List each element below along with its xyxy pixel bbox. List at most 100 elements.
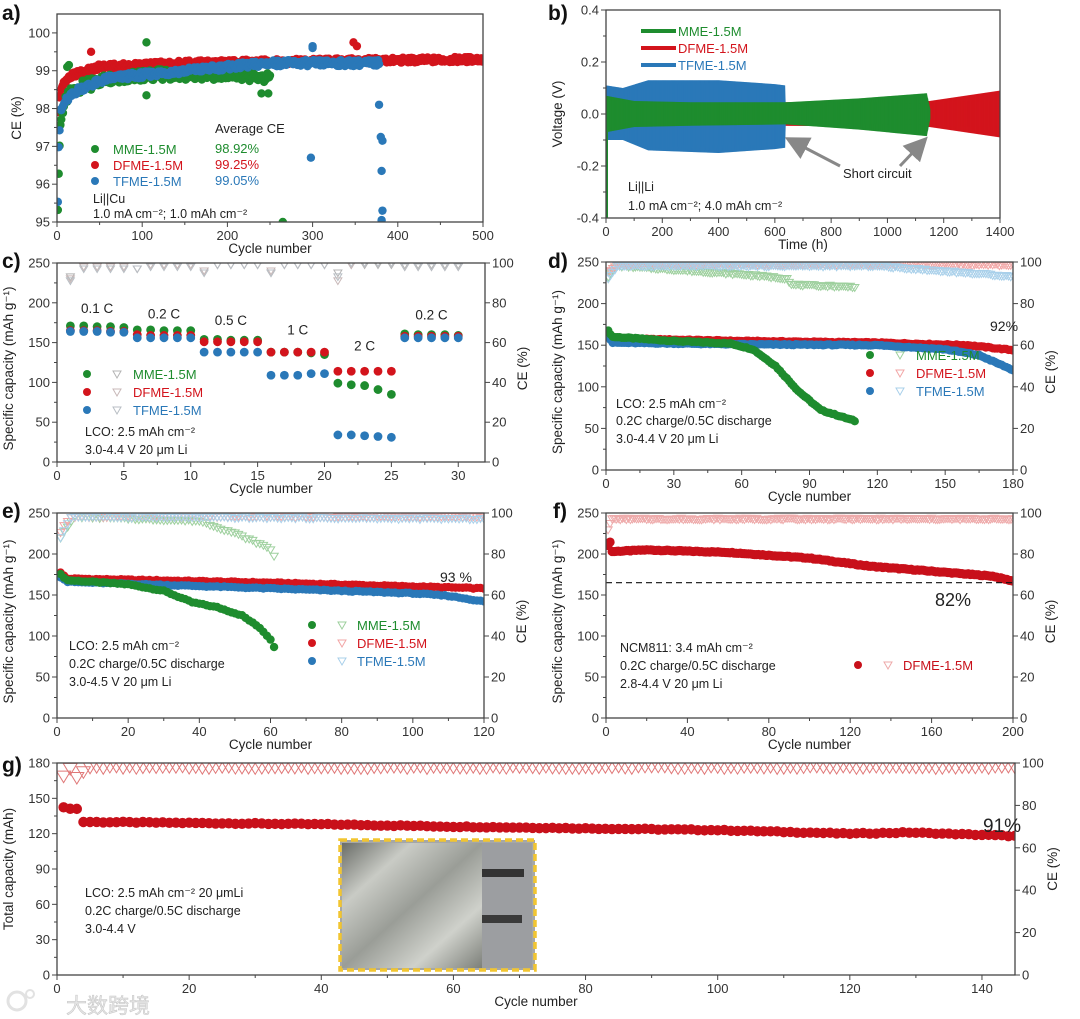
x-tick-label: 120 [839,981,861,996]
average-ce-value: 99.25% [215,157,260,172]
ce-point [201,763,217,776]
legend-label: TFME-1.5M [916,384,985,399]
legend-circle-icon [91,161,99,169]
ce-point [797,282,808,291]
y-tick-label: 150 [577,588,599,603]
average-ce-value: 99.05% [215,173,260,188]
data-point-outlier [306,153,316,162]
x-tick-label: 5 [120,468,127,483]
ce-point [68,772,85,786]
panel-label: f) [553,500,567,523]
data-point [253,337,263,347]
ce-point [286,514,297,523]
ce-series-dfme-1.5m [57,763,1015,786]
ce-point [824,262,835,272]
ce-point [92,265,103,274]
ce-point [664,763,679,775]
rate-label: 1 C [287,323,308,338]
x-tick-label: 400 [708,224,730,239]
legend-b: MME-1.5M DFME-1.5M TFME-1.5M [641,24,748,73]
ce-point [272,514,283,524]
panel-label: e) [2,500,21,523]
data-point [226,337,236,347]
legend-circle-icon [83,406,91,414]
data-point-outlier [264,89,273,98]
data-point [57,169,63,178]
x-tick-label: 0 [53,228,60,243]
x-axis-label: Cycle number [768,737,852,752]
panel-c: 0 5 10 15 20 25 30 0 50 100 150 200 250 0 20 40 60 80 100 C… [1,250,530,496]
ce-point [320,263,329,270]
ce-point [347,263,356,270]
ce-point [307,263,316,270]
ce-point [983,516,994,525]
condition-note: NCM811: 3.4 mAh cm⁻² [620,641,753,655]
ce-point [584,763,600,776]
data-point [293,347,303,357]
y-axis-label: Total capacity (mAh) [1,808,16,930]
x-tick-label: 1400 [986,224,1015,239]
ce-point [856,262,867,272]
ce-point [1005,515,1013,525]
x-tick-label: 30 [667,476,681,491]
y2-tick-label: 20 [492,415,506,430]
y2-tick-label: 100 [492,256,514,271]
ce-point [875,763,891,775]
ce-point [105,263,116,272]
ce-point [867,263,878,272]
ce-point [961,763,976,775]
data-point [1008,366,1013,375]
ce-point [258,541,269,551]
y-tick-label: 250 [28,256,50,271]
ce-point [118,263,129,272]
ce-point [752,272,763,281]
ce-point [413,763,427,774]
y-tick-label: -0.2 [577,159,599,174]
x-tick-label: 100 [707,981,729,996]
y-tick-label: 0 [43,711,50,726]
x-tick-label: 20 [121,724,135,739]
ce-point [815,282,826,292]
y-tick-label: 0.4 [581,3,599,18]
data-point [119,327,129,337]
ce-point [869,763,883,774]
y-axis-label: Specific capacity (mAh g⁻¹) [550,540,565,704]
ce-point [784,278,795,288]
series-tfme-1.5m [57,41,387,222]
ce-point [155,513,166,522]
y2-tick-label: 20 [1022,925,1036,940]
legend-circle-icon [91,145,99,153]
ce-point [750,262,761,271]
data-point [306,347,316,357]
ce-point [643,515,654,524]
ce-point [59,527,70,536]
x-tick-label: 90 [802,476,816,491]
y2-tick-label: 80 [1020,296,1034,311]
ce-point [115,763,131,776]
panel-label: d) [548,250,568,273]
ce-point [471,513,482,522]
ce-point [845,263,856,272]
y-tick-label: 60 [36,897,50,912]
ce-point [404,513,415,522]
ce-point [887,516,899,525]
y2-tick-label: 0 [1020,711,1027,726]
condition-note: 3.0-4.4 V 20 μm Li [85,443,187,457]
ce-point [228,763,243,776]
y2-tick-label: 80 [1020,547,1034,562]
voltage-trace-mme-1.5m [606,93,931,137]
data-point [413,333,423,343]
ce-point [1001,763,1015,774]
ce-point [226,513,237,523]
data-point [57,126,64,135]
x-tick-label: 60 [734,476,748,491]
data-point [106,327,115,337]
ce-point [399,263,410,272]
ce-point [374,263,382,270]
ce-point [95,763,111,776]
data-point [279,347,289,357]
data-point [360,366,370,376]
ce-point [1007,272,1013,281]
data-point [57,197,63,207]
data-point [374,59,384,69]
